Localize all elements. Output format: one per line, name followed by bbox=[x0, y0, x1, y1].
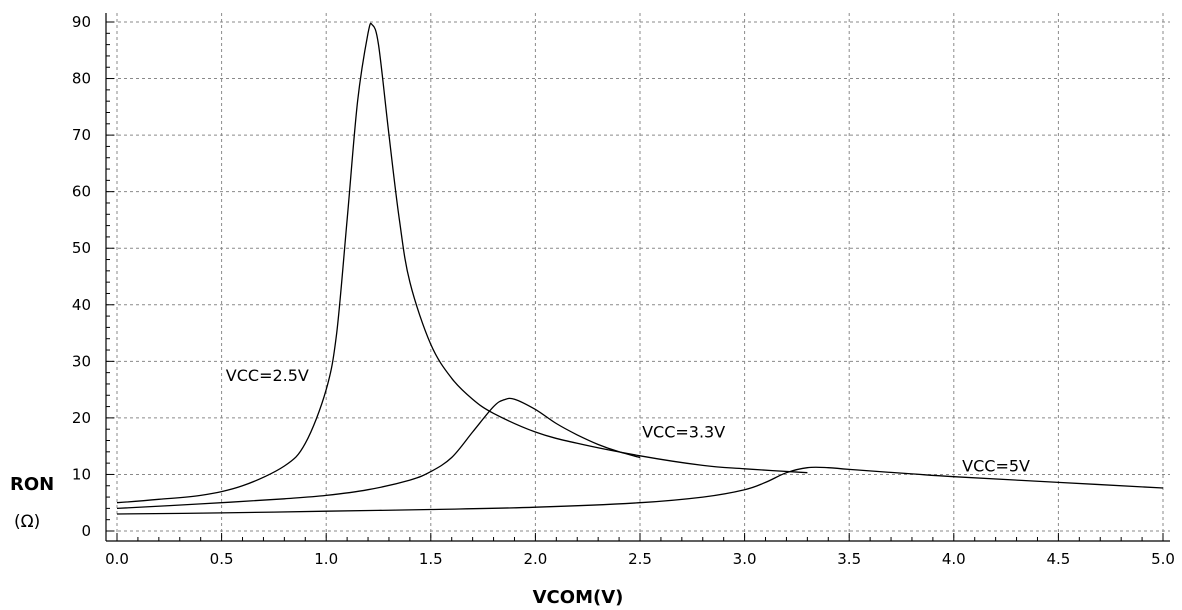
y-tick-label: 40 bbox=[72, 296, 91, 314]
y-tick-label: 90 bbox=[72, 13, 91, 31]
tick-labels: 0 10 20 30 40 50 60 70 80 90 0.0 0.5 1.0 1.5 2.0 2.5 3.0… bbox=[72, 13, 1175, 568]
x-tick-label: 2.0 bbox=[523, 550, 547, 568]
x-tick-label: 3.5 bbox=[837, 550, 861, 568]
curve-label: VCC=3.3V bbox=[642, 423, 725, 442]
series-line-vcc-3-3v bbox=[116, 397, 641, 510]
curve-annotations: VCC=2.5V VCC=3.3V VCC=5V bbox=[226, 366, 1030, 475]
x-tick-label: 4.0 bbox=[942, 550, 966, 568]
x-tick-label: 4.5 bbox=[1046, 550, 1070, 568]
x-tick-label: 2.5 bbox=[628, 550, 652, 568]
y-tick-label: 80 bbox=[72, 70, 91, 88]
x-tick-label: 0.5 bbox=[210, 550, 234, 568]
x-axis-label: VCOM(V) bbox=[533, 587, 624, 608]
y-tick-label: 50 bbox=[72, 239, 91, 257]
y-tick-label: 30 bbox=[72, 352, 91, 370]
y-tick-label: 60 bbox=[72, 183, 91, 201]
x-tick-label: 3.0 bbox=[733, 550, 757, 568]
curve-label: VCC=5V bbox=[962, 457, 1030, 476]
axes bbox=[105, 13, 1170, 542]
x-tick-label: 0.0 bbox=[105, 550, 129, 568]
y-tick-label: 10 bbox=[72, 465, 91, 483]
x-tick-label: 1.0 bbox=[314, 550, 338, 568]
y-axis-unit: (Ω) bbox=[14, 512, 40, 532]
y-tick-label: 20 bbox=[72, 409, 91, 427]
x-tick-label: 5.0 bbox=[1151, 550, 1175, 568]
grid-lines bbox=[106, 13, 1170, 541]
x-tick-label: 1.5 bbox=[419, 550, 443, 568]
series-curves bbox=[116, 22, 1164, 515]
series-line-vcc-5v bbox=[116, 466, 1164, 515]
y-tick-label: 0 bbox=[81, 522, 91, 540]
series-line-vcc-2-5v bbox=[116, 22, 808, 504]
y-axis-label: RON bbox=[10, 474, 54, 495]
y-tick-label: 70 bbox=[72, 126, 91, 144]
curve-label: VCC=2.5V bbox=[226, 366, 309, 385]
